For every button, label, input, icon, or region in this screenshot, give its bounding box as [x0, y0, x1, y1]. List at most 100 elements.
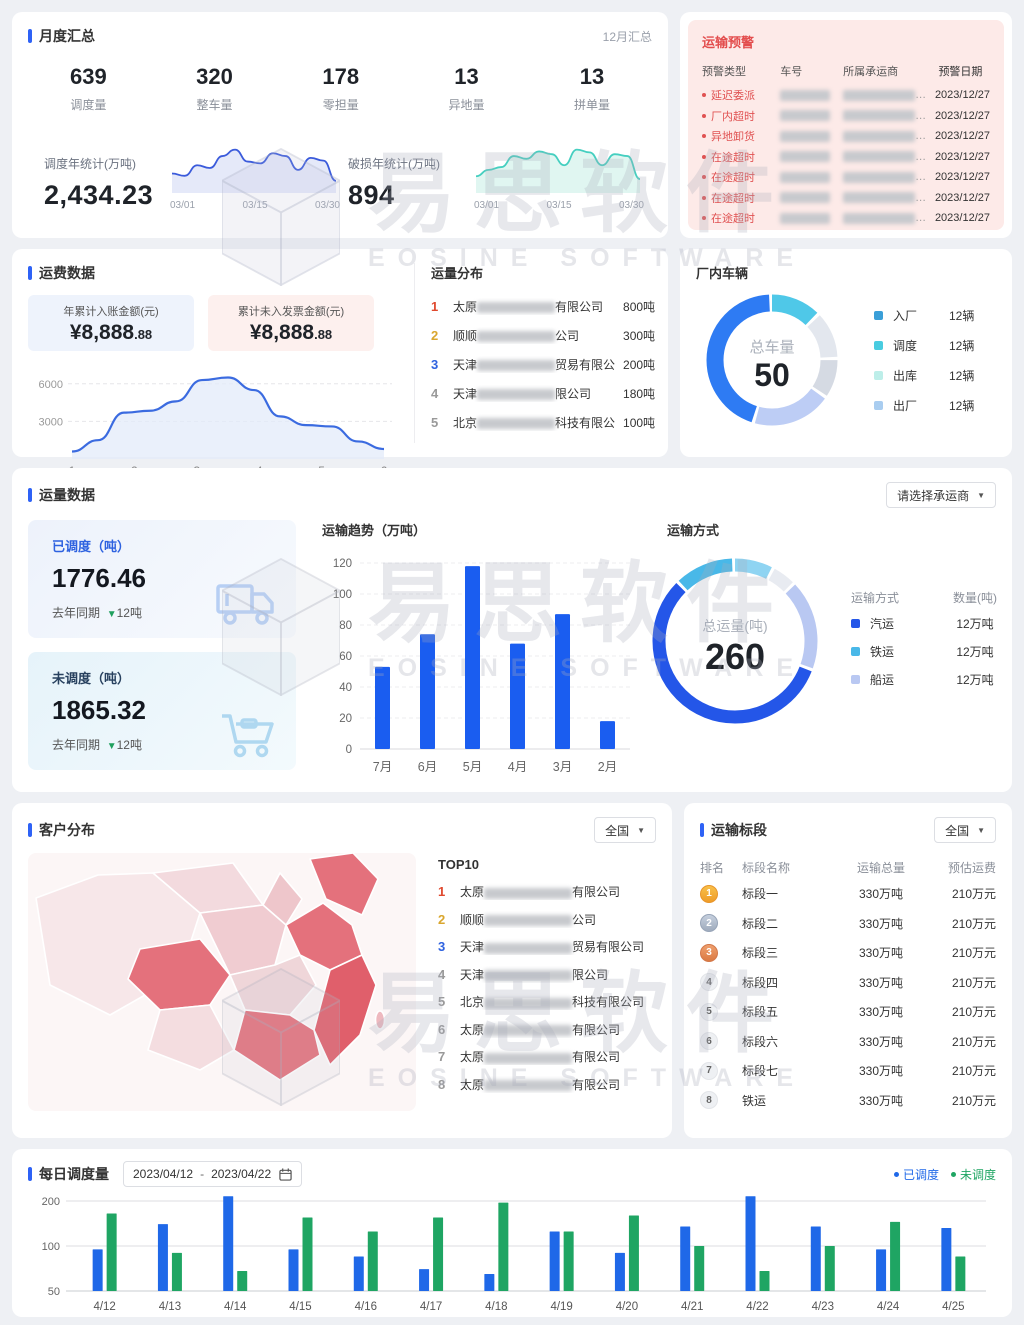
svg-text:0: 0 [346, 744, 352, 756]
svg-text:260: 260 [705, 636, 765, 677]
svg-text:5月: 5月 [463, 760, 482, 774]
svg-text:80: 80 [339, 620, 352, 632]
mode-row: 铁运 12万吨 [851, 638, 1011, 666]
section-total: 330万吨 [858, 887, 904, 902]
rank-cell: 4 [700, 973, 742, 992]
redacted-text [477, 389, 556, 401]
svg-text:4/21: 4/21 [681, 1301, 703, 1313]
col-fee: 预估运费 [947, 860, 996, 875]
section-total: 330万吨 [858, 975, 904, 990]
redacted-text [843, 89, 916, 101]
redacted-text [780, 192, 831, 204]
list-item: 4 天津 限公司 [438, 961, 656, 989]
date-separator: - [200, 1167, 205, 1181]
factory-vehicles-panel: 厂内车辆 总车量 50 入厂 12辆 调度 12辆 出库 12辆 出厂 12辆 [680, 249, 1012, 457]
transport-trend-section: 运输趋势（万吨） 0 20 40 60 80 100 120 7月 6月 5月 4月 3月 2月 [322, 520, 637, 781]
rank-cell: 5 [700, 1002, 742, 1021]
svg-text:总车量: 总车量 [749, 339, 794, 356]
rank-cell: 7 [700, 1061, 742, 1080]
date-range-picker[interactable]: 2023/04/12 - 2023/04/22 [123, 1161, 303, 1187]
date-to: 2023/04/22 [211, 1167, 272, 1181]
tonnage-value: 100吨 [623, 416, 656, 430]
mode-value: 12万吨 [956, 673, 994, 687]
rank-number: 5 [438, 994, 446, 1010]
rank-badge: 5 [700, 1002, 718, 1021]
tonnage-value: 200吨 [623, 358, 656, 372]
volume-data-panel: 运量数据 请选择承运商 ▼ 已调度（吨） 1776.46 去年同期 ▼12吨 [12, 468, 1012, 792]
alert-row: 在途超时 … 2023/12/27 [702, 208, 990, 229]
panel-title: 运费数据 [39, 265, 95, 281]
section-region-select[interactable]: 全国 ▼ [934, 817, 996, 843]
list-item: 6 太原 有限公司 [438, 1016, 656, 1044]
svg-text:4/23: 4/23 [812, 1301, 834, 1313]
alert-plate-cell [780, 212, 843, 224]
section-fee: 210万元 [951, 946, 996, 961]
table-row: 5 标段五 330万吨 210万元 [700, 997, 996, 1027]
legend-swatch [874, 370, 883, 380]
table-row: 4 标段四 330万吨 210万元 [700, 968, 996, 998]
legend-value: 12辆 [949, 368, 975, 383]
daily-dispatch-panel: 每日调度量 2023/04/12 - 2023/04/22 已调度 未调度 200… [12, 1149, 1012, 1317]
section-fee: 210万元 [951, 916, 996, 931]
redacted-text [477, 418, 556, 430]
transport-trend-chart: 0 20 40 60 80 100 120 7月 6月 5月 4月 3月 2月 [322, 547, 637, 781]
alert-plate-cell [780, 130, 843, 142]
mode-row: 船运 12万吨 [851, 666, 1011, 694]
monthly-summary-panel: 月度汇总 12月汇总 639 调度量 320 整车量 178 零担量 13 异地… [12, 12, 668, 238]
company-name: 太原 有限公司 [460, 1050, 621, 1065]
legend-label: 已调度 [902, 1167, 939, 1182]
arrow-down-icon: ▼ [106, 741, 117, 752]
redacted-text [843, 212, 916, 224]
redacted-text [780, 151, 831, 163]
redacted-text [843, 130, 916, 142]
table-row: 6 标段六 330万吨 210万元 [700, 1027, 996, 1057]
redacted-text [780, 171, 831, 183]
alert-carrier-cell: … [843, 171, 931, 183]
redacted-text [484, 887, 573, 899]
redacted-text [780, 89, 831, 101]
svg-text:4/18: 4/18 [485, 1301, 507, 1313]
x-axis-labels: 03/01 03/15 03/30 [474, 200, 644, 211]
transport-sections-panel: 运输标段 全国 ▼ 排名 标段名称 运输总量 预估运费 1 标段一 330万吨 210… [684, 803, 1012, 1138]
stat-combined: 13 拼单量 [574, 64, 610, 113]
svg-text:2月: 2月 [598, 760, 617, 774]
top10-section: TOP10 1 太原 有限公司 2 顺顺 公司 3 天津 贸易有限公司 4 天津 限公司 5 北京 科技有限… [416, 853, 656, 1111]
transport-mode-table: 运输方式 数量(吨) 汽运 12万吨 铁运 12万吨 船运 12万吨 [851, 589, 1011, 694]
legend-dot-icon [893, 1171, 899, 1177]
card-compare: 去年同期 ▼12吨 [52, 738, 142, 752]
factory-vehicles-donut: 总车量 50 [696, 284, 848, 436]
redacted-text [843, 151, 916, 163]
legend-swatch [874, 340, 883, 350]
section-name: 标段一 [742, 887, 779, 902]
card-value: 1776.46 [52, 563, 146, 593]
carrier-select[interactable]: 请选择承运商 ▼ [886, 482, 996, 508]
list-item: 5 北京 科技有限公司 [438, 988, 656, 1016]
col-name: 标段名称 [742, 860, 791, 875]
legend-item: 出库 12辆 [874, 360, 974, 390]
freight-line-chart: 30006000123456 [28, 357, 400, 479]
mode-table-header: 运输方式 数量(吨) [851, 589, 1011, 606]
rank-number: 2 [431, 328, 439, 343]
company-name: 太原 有限公司 [460, 1077, 621, 1092]
list-item: 2 顺顺 公司 [438, 906, 656, 934]
col-total: 运输总量 [856, 860, 905, 875]
section-region-value: 全国 [945, 823, 970, 838]
svg-text:120: 120 [333, 558, 352, 570]
list-item: 8 太原 有限公司 [438, 1071, 656, 1099]
row-five: 每日调度量 2023/04/12 - 2023/04/22 已调度 未调度 200… [12, 1149, 1012, 1317]
company-name: 顺顺 公司 [453, 329, 580, 343]
col-alert-type: 预警类型 [702, 66, 746, 78]
freight-data-section: 运费数据 年累计入账金额(元) ¥8,888.88 累计未入发票金额(元) ¥8… [28, 263, 415, 478]
alert-plate-cell [780, 89, 843, 101]
table-row: 3 标段三 330万吨 210万元 [700, 938, 996, 968]
region-select[interactable]: 全国 ▼ [594, 817, 656, 843]
mode-label-cell: 铁运 [851, 643, 939, 660]
alert-date: 2023/12/27 [934, 130, 990, 143]
redacted-text [484, 1052, 573, 1064]
svg-text:4/22: 4/22 [746, 1301, 768, 1313]
list-item: 3 天津 贸易有限公司 [438, 933, 656, 961]
redacted-text [843, 110, 916, 122]
alert-type: 异地卸货 [711, 131, 755, 144]
alert-plate-cell [780, 171, 843, 183]
stat-value: 13 [454, 64, 479, 89]
